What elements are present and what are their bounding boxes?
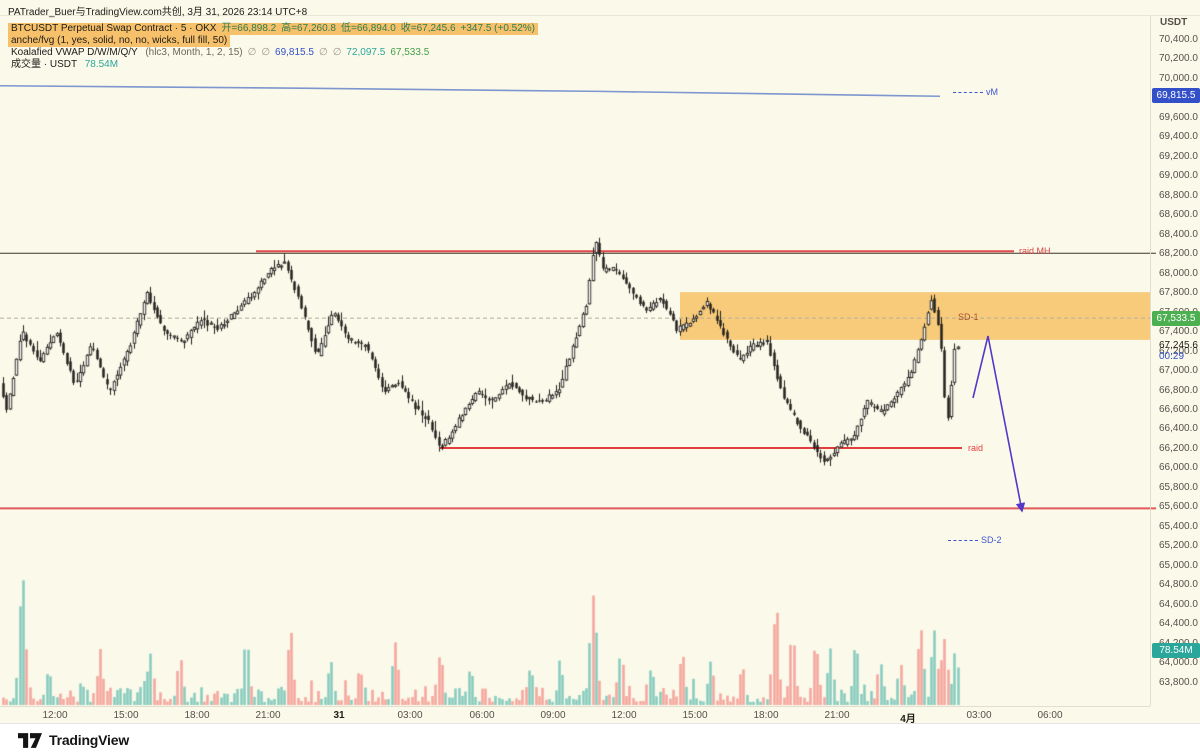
symbol-title: BTCUSDT Perpetual Swap Contract · 5 · OK… (11, 23, 217, 34)
header-divider (0, 15, 1200, 16)
sd1-label-text: SD-1 (958, 312, 979, 323)
sd2-label[interactable]: SD-2 (948, 535, 1002, 545)
price-axis-currency-label: USDT (1160, 17, 1188, 28)
price-tick: 65,800.0 (1159, 481, 1198, 493)
legend-volume-row[interactable]: 成交量 · USDT 78.54M (8, 59, 121, 71)
price-tick: 65,000.0 (1159, 559, 1198, 571)
indicator-vwap-params: (hlc3, Month, 1, 2, 15) (145, 47, 243, 58)
time-tick: 4月 (900, 714, 916, 725)
price-tick: 67,200.0 (1159, 345, 1198, 357)
vwap-monthly-badge: 69,815.5 (1152, 88, 1200, 104)
price-tick: 68,600.0 (1159, 209, 1198, 221)
legend-value: 低=66,894.0 (340, 23, 396, 34)
vwap-monthly-label-text: vM (986, 87, 998, 98)
volume-row-value: 78.54M (84, 59, 119, 70)
vwap-band-badge: 67,533.5 (1152, 310, 1200, 326)
time-tick: 31 (333, 710, 345, 721)
legend-symbol-row[interactable]: BTCUSDT Perpetual Swap Contract · 5 · OK… (8, 23, 539, 35)
bar-countdown: 00:29 (1159, 351, 1185, 363)
price-tick: 64,800.0 (1159, 579, 1198, 591)
tradingview-logo-icon[interactable] (18, 732, 42, 748)
price-tick: 70,400.0 (1159, 34, 1198, 45)
price-axis[interactable]: USDT 70,400.070,200.070,000.069,800.069,… (1150, 15, 1200, 706)
legend-value: ∅ (261, 47, 271, 58)
price-tick: 66,600.0 (1159, 404, 1198, 415)
attribution-text: PATrader_Buer与TradingView.com共创, 3月 31, … (8, 7, 308, 18)
legend-value: ∅ (247, 47, 257, 58)
price-tick: 68,200.0 (1159, 248, 1198, 260)
time-tick: 06:00 (469, 710, 495, 721)
raid-label[interactable]: raid (968, 443, 983, 453)
time-tick: 03:00 (966, 710, 992, 721)
price-tick: 68,800.0 (1159, 189, 1198, 201)
raid-label-text: raid (968, 442, 984, 453)
vwap-values: ∅ ∅ 69,815.5 ∅ ∅ 72,097.5 67,533.5 (243, 47, 430, 58)
time-tick: 18:00 (184, 710, 210, 721)
price-tick: 65,200.0 (1159, 540, 1198, 552)
legend-value: 72,097.5 (346, 47, 386, 58)
time-tick: 15:00 (682, 710, 708, 721)
raid-mh-label-text: raid MH (1019, 246, 1051, 257)
legend-value: ∅ (332, 47, 342, 58)
price-tick: 68,400.0 (1159, 228, 1198, 240)
time-tick: 06:00 (1037, 710, 1063, 721)
price-tick: 63,800.0 (1159, 676, 1198, 688)
legend-value: 高=67,260.8 (281, 23, 336, 34)
price-tick: 65,400.0 (1159, 520, 1198, 532)
ohlc-values: 开=66,898.2 高=67,260.8 低=66,894.0 收=67,245.6… (216, 23, 535, 34)
raid-mh-label[interactable]: raid MH (1019, 246, 1051, 256)
price-tick: 66,200.0 (1159, 442, 1198, 454)
time-tick: 09:00 (540, 710, 566, 721)
time-tick: 18:00 (753, 710, 779, 721)
price-tick: 67,800.0 (1159, 287, 1198, 299)
time-axis[interactable]: 12:00 15:00 18:00 21:00 31 03:00 06:00 09:00 12:… (0, 706, 1150, 725)
tradingview-brand-text[interactable]: TradingView (49, 732, 130, 748)
price-tick: 68,000.0 (1159, 267, 1198, 279)
sd1-label[interactable]: SD-1 (958, 312, 979, 322)
time-tick: 12:00 (42, 710, 68, 721)
price-tick: 69,400.0 (1159, 131, 1198, 143)
last-price-value: 67,245.6 (1159, 340, 1198, 352)
time-tick: 21:00 (824, 710, 850, 721)
time-tick: 15:00 (113, 710, 139, 721)
price-tick: 70,200.0 (1159, 53, 1198, 65)
price-tick: 69,200.0 (1159, 150, 1198, 162)
price-tick: 65,600.0 (1159, 501, 1198, 513)
footer-bar: TradingView (0, 723, 1200, 756)
sd2-label-text: SD-2 (981, 535, 1002, 546)
price-tick: 66,800.0 (1159, 384, 1198, 396)
price-tick: 67,000.0 (1159, 365, 1198, 377)
chart-legend: PATrader_Buer与TradingView.com共创, 3月 31, … (8, 3, 539, 71)
dash-segment (953, 91, 983, 93)
legend-value: ∅ (318, 47, 328, 58)
volume-badge: 78.54M (1152, 643, 1200, 658)
legend-indicator-anchefvg-row[interactable]: anche/fvg (1, yes, solid, no, no, wicks,… (8, 35, 231, 47)
price-tick: 67,400.0 (1159, 326, 1198, 338)
indicator-vwap-title: Koalafied VWAP D/W/M/Q/Y (11, 47, 138, 58)
legend-value: +347.5 (+0.52%) (460, 23, 536, 34)
legend-value: 开=66,898.2 (221, 23, 277, 34)
legend-value: 67,533.5 (390, 47, 430, 58)
legend-value: 收=67,245.6 (400, 23, 456, 34)
price-tick: 66,400.0 (1159, 423, 1198, 435)
price-tick: 64,600.0 (1159, 598, 1198, 610)
price-tick: 64,400.0 (1159, 618, 1198, 630)
dash-segment (948, 539, 978, 541)
time-tick: 21:00 (255, 710, 281, 721)
volume-row-label: 成交量 · USDT (11, 59, 77, 70)
legend-indicator-vwap-row[interactable]: Koalafied VWAP D/W/M/Q/Y (hlc3, Month, 1… (8, 47, 432, 59)
time-tick: 03:00 (397, 710, 423, 721)
vwap-monthly-label[interactable]: vM (953, 87, 998, 97)
legend-value: 69,815.5 (275, 47, 314, 58)
price-tick: 64,000.0 (1159, 657, 1198, 669)
indicator-anchefvg-title: anche/fvg (1, yes, solid, no, no, wicks,… (11, 35, 228, 46)
price-tick: 69,600.0 (1159, 111, 1198, 123)
last-price-block: 67,245.6 00:29 (1159, 340, 1198, 362)
price-tick: 69,000.0 (1159, 170, 1198, 182)
price-tick: 66,000.0 (1159, 462, 1198, 474)
price-tick: 70,000.0 (1159, 72, 1198, 84)
time-tick: 12:00 (611, 710, 637, 721)
